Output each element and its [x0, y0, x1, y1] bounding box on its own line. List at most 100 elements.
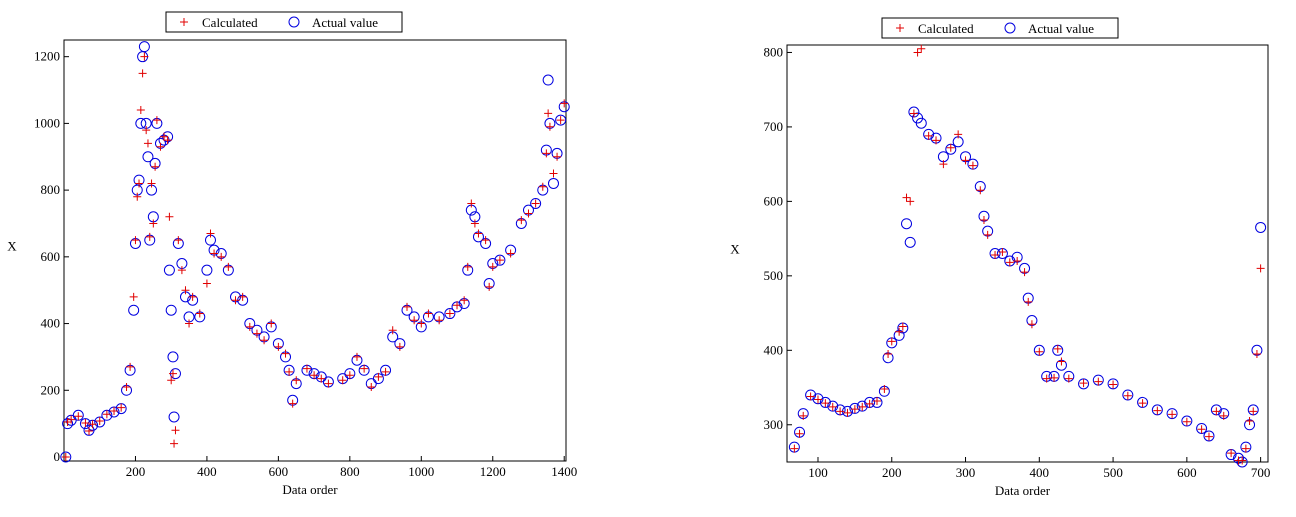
plus-marker — [324, 379, 333, 388]
legend-label: Actual value — [312, 15, 378, 30]
plus-marker — [932, 136, 941, 145]
y-axis-label: X — [7, 239, 17, 254]
plus-marker — [81, 418, 90, 427]
plus-marker — [274, 342, 283, 351]
plus-marker — [979, 215, 988, 224]
circle-marker — [165, 304, 177, 316]
plus-marker — [188, 292, 197, 301]
x-axis-label: Data order — [282, 482, 338, 497]
plus-marker — [463, 262, 472, 271]
plus-marker — [165, 212, 174, 221]
plus-marker — [171, 426, 180, 435]
circle-marker — [1004, 22, 1016, 34]
plus-marker — [790, 444, 799, 453]
plus-marker — [88, 420, 97, 429]
y-tick-label: 800 — [764, 44, 784, 59]
circle-marker — [530, 197, 542, 209]
plus-marker — [524, 209, 533, 218]
plus-marker — [85, 426, 94, 435]
plot-frame — [786, 44, 1269, 463]
circle-marker — [555, 114, 567, 126]
circle-marker — [1078, 378, 1090, 390]
plus-marker — [895, 327, 904, 336]
plus-marker — [202, 279, 211, 288]
plus-marker — [506, 249, 515, 258]
plus-marker — [983, 230, 992, 239]
plus-marker — [102, 410, 111, 419]
plus-marker — [517, 216, 526, 225]
circle-marker — [1203, 430, 1215, 442]
plus-marker — [1219, 411, 1228, 420]
circle-marker — [167, 351, 179, 363]
plus-marker — [850, 405, 859, 414]
circle-marker — [168, 411, 180, 423]
plus-marker — [470, 219, 479, 228]
circle-marker — [812, 393, 824, 405]
plus-marker — [1042, 374, 1051, 383]
plus-marker — [1168, 410, 1177, 419]
plus-marker — [1123, 391, 1132, 400]
plus-marker — [954, 130, 963, 139]
plus-marker — [1256, 264, 1265, 273]
plus-marker — [902, 193, 911, 202]
y-tick-label: 600 — [41, 249, 61, 264]
circle-marker — [163, 264, 175, 276]
plus-marker — [865, 399, 874, 408]
plus-marker — [544, 109, 553, 118]
plus-marker — [1249, 407, 1258, 416]
plus-marker — [338, 376, 347, 385]
plus-marker — [1020, 268, 1029, 277]
plus-marker — [374, 372, 383, 381]
circle-marker — [542, 74, 554, 86]
plus-marker — [195, 309, 204, 318]
plus-marker — [898, 322, 907, 331]
plus-marker — [1245, 417, 1254, 426]
plus-marker — [538, 182, 547, 191]
plus-marker — [1013, 256, 1022, 265]
plus-marker — [806, 392, 815, 401]
plus-marker — [435, 316, 444, 325]
circle-marker — [1196, 422, 1208, 434]
x-tick-label: 600 — [269, 464, 289, 479]
circle-marker — [1137, 396, 1149, 408]
plus-marker — [836, 407, 845, 416]
plus-marker — [998, 248, 1007, 257]
plus-marker — [1227, 449, 1236, 458]
plus-marker — [453, 301, 462, 310]
circle-marker — [79, 418, 91, 430]
x-tick-label: 1200 — [480, 464, 506, 479]
circle-marker — [1166, 408, 1178, 420]
circle-marker — [444, 308, 456, 320]
plus-marker — [1035, 347, 1044, 356]
legend-box — [165, 11, 403, 33]
plus-marker — [138, 69, 147, 78]
plus-marker — [410, 316, 419, 325]
plus-marker — [1109, 380, 1118, 389]
plus-marker — [131, 236, 140, 245]
circle-marker — [494, 254, 506, 266]
plus-marker — [1094, 377, 1103, 386]
plus-marker — [252, 329, 261, 338]
y-tick-label: 700 — [764, 119, 784, 134]
plus-marker — [135, 179, 144, 188]
x-tick-label: 700 — [1251, 465, 1271, 480]
plus-marker — [177, 266, 186, 275]
x-tick-label: 100 — [808, 465, 828, 480]
plus-marker — [968, 161, 977, 170]
plus-marker — [481, 236, 490, 245]
x-tick-label: 500 — [1103, 465, 1123, 480]
plus-marker — [1138, 399, 1147, 408]
plus-marker — [553, 152, 562, 161]
plus-marker — [122, 382, 131, 391]
plus-marker — [813, 395, 822, 404]
plus-marker — [887, 337, 896, 346]
plus-marker — [474, 229, 483, 238]
plus-marker — [352, 352, 361, 361]
plus-marker — [1182, 417, 1191, 426]
plus-marker — [896, 24, 904, 32]
plus-marker — [67, 415, 76, 424]
circle-marker — [1255, 221, 1267, 233]
plus-marker — [174, 236, 183, 245]
x-tick-label: 200 — [126, 464, 146, 479]
plus-marker — [126, 362, 135, 371]
